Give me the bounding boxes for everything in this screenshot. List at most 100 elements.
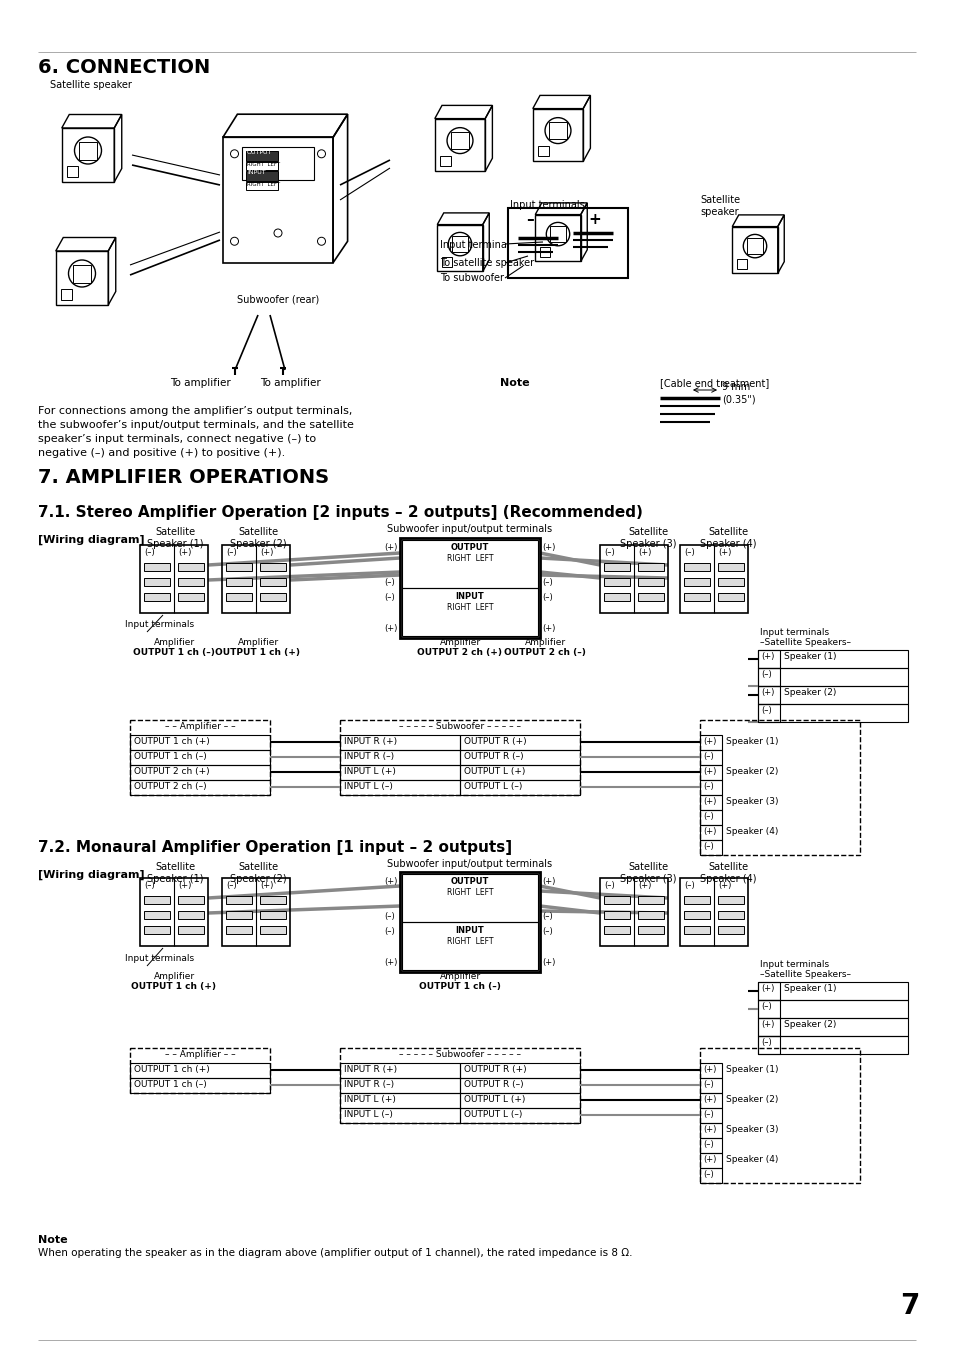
Bar	[399, 871, 539, 971]
Bar	[700, 765, 721, 780]
Bar	[439, 155, 450, 166]
Text: Speaker (3): Speaker (3)	[725, 797, 778, 807]
Text: Speaker (2): Speaker (2)	[725, 767, 778, 775]
Text: (–): (–)	[541, 927, 552, 936]
Text: RIGHT  LEFT: RIGHT LEFT	[446, 603, 493, 612]
Text: Satellite
Speaker (4): Satellite Speaker (4)	[699, 862, 756, 884]
Text: OUTPUT 2 ch (+): OUTPUT 2 ch (+)	[133, 767, 210, 775]
Text: (–): (–)	[226, 549, 236, 557]
Bar	[638, 578, 663, 586]
Text: (+): (+)	[384, 958, 397, 967]
Bar	[599, 544, 667, 613]
Text: (+): (+)	[760, 984, 774, 993]
Text: (–): (–)	[384, 593, 395, 603]
Text: OUTPUT R (–): OUTPUT R (–)	[463, 753, 523, 761]
Text: (–): (–)	[760, 670, 771, 680]
Text: (–): (–)	[683, 549, 694, 557]
Bar	[638, 563, 663, 571]
Bar	[459, 750, 579, 765]
Text: Satellite
Speaker (4): Satellite Speaker (4)	[699, 527, 756, 549]
Text: (+): (+)	[541, 624, 555, 634]
Bar	[144, 593, 170, 601]
Text: OUTPUT: OUTPUT	[451, 877, 489, 886]
Bar	[339, 765, 459, 780]
Bar	[700, 750, 721, 765]
Text: +: +	[587, 212, 600, 227]
Text: INPUT R (+): INPUT R (+)	[344, 738, 396, 746]
Text: (0.35"): (0.35")	[721, 394, 755, 404]
Text: Input terminals: Input terminals	[760, 961, 828, 969]
Bar	[758, 1019, 780, 1036]
Text: (+): (+)	[760, 1020, 774, 1029]
Text: RIGHT  LEFT: RIGHT LEFT	[446, 888, 493, 897]
Bar	[67, 166, 78, 177]
Bar	[339, 780, 459, 794]
Text: OUTPUT 2 ch (–): OUTPUT 2 ch (–)	[133, 782, 207, 790]
Bar	[700, 1152, 721, 1169]
Bar	[599, 878, 667, 946]
Bar	[144, 911, 170, 919]
Bar	[758, 650, 907, 667]
Bar	[718, 578, 743, 586]
Bar	[550, 227, 565, 242]
Text: OUTPUT R (+): OUTPUT R (+)	[463, 738, 526, 746]
Text: (–): (–)	[760, 1038, 771, 1047]
Text: OUTPUT 1 ch (+): OUTPUT 1 ch (+)	[132, 982, 216, 992]
Bar	[451, 132, 468, 149]
Text: OUTPUT 2 ch (+): OUTPUT 2 ch (+)	[417, 648, 502, 657]
Text: (–): (–)	[541, 593, 552, 603]
Bar	[459, 1108, 579, 1123]
Bar	[638, 911, 663, 919]
Bar	[459, 1093, 579, 1108]
Text: (–): (–)	[702, 1140, 713, 1148]
Text: Satellite
Speaker (2): Satellite Speaker (2)	[230, 862, 286, 884]
Bar	[260, 896, 286, 904]
Bar	[700, 1078, 721, 1093]
Text: OUTPUT L (–): OUTPUT L (–)	[463, 1111, 522, 1119]
Bar	[260, 911, 286, 919]
Text: To satellite speaker: To satellite speaker	[439, 258, 534, 267]
Text: negative (–) and positive (+) to positive (+).: negative (–) and positive (+) to positiv…	[38, 449, 285, 458]
Text: To amplifier: To amplifier	[259, 378, 320, 388]
Text: 9 mm: 9 mm	[721, 382, 749, 392]
Text: Subwoofer input/output terminals: Subwoofer input/output terminals	[387, 524, 552, 534]
Text: (–): (–)	[760, 1002, 771, 1011]
Text: Amplifier: Amplifier	[153, 971, 194, 981]
Text: Satellite
Speaker (1): Satellite Speaker (1)	[147, 527, 203, 549]
Bar	[683, 563, 709, 571]
Bar	[700, 825, 721, 840]
Text: To subwoofer: To subwoofer	[439, 273, 503, 282]
Text: (–): (–)	[144, 549, 154, 557]
Text: (–): (–)	[702, 842, 713, 851]
Text: OUTPUT L (–): OUTPUT L (–)	[463, 782, 522, 790]
Bar	[758, 667, 780, 686]
Text: Note: Note	[499, 378, 529, 388]
Text: OUTPUT R (+): OUTPUT R (+)	[463, 1065, 526, 1074]
Bar	[339, 720, 579, 794]
Bar	[226, 593, 252, 601]
Text: Input terminal: Input terminal	[439, 240, 509, 250]
Text: OUTPUT: OUTPUT	[451, 543, 489, 553]
Text: Subwoofer (rear): Subwoofer (rear)	[236, 295, 319, 305]
Text: (–): (–)	[683, 881, 694, 890]
Bar	[260, 578, 286, 586]
Bar	[401, 921, 537, 970]
Bar	[130, 1048, 270, 1093]
Bar	[241, 147, 314, 180]
Bar	[401, 588, 537, 636]
Bar	[683, 911, 709, 919]
Bar	[736, 259, 746, 269]
Text: 7. AMPLIFIER OPERATIONS: 7. AMPLIFIER OPERATIONS	[38, 467, 329, 486]
Bar	[758, 1000, 780, 1019]
Bar	[539, 247, 549, 257]
Text: To amplifier: To amplifier	[170, 378, 230, 388]
Bar	[73, 265, 91, 282]
Text: Input terminals: Input terminals	[760, 628, 828, 638]
Text: Satellite
Speaker (2): Satellite Speaker (2)	[230, 527, 286, 549]
Bar	[718, 911, 743, 919]
Text: INPUT: INPUT	[456, 925, 484, 935]
Text: Amplifier: Amplifier	[439, 971, 480, 981]
Text: Subwoofer input/output terminals: Subwoofer input/output terminals	[387, 859, 552, 869]
Text: (+): (+)	[178, 549, 192, 557]
Text: Speaker (4): Speaker (4)	[725, 827, 778, 836]
